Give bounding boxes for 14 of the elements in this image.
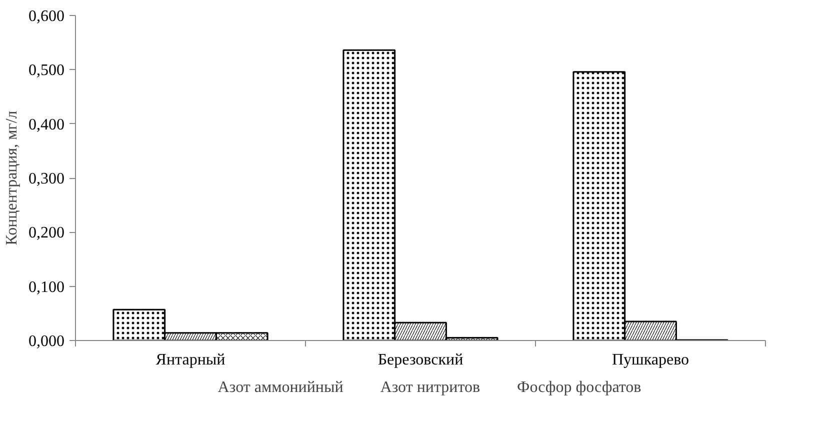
x-tick-label: Пушкарево xyxy=(612,352,690,368)
y-tick-label: 0,500 xyxy=(28,62,64,80)
x-tick-label: Березовский xyxy=(378,352,464,368)
y-tick-label: 0,300 xyxy=(28,170,64,188)
text: Азот аммонийный xyxy=(218,379,344,397)
y-tick-label: 0,100 xyxy=(28,278,64,296)
text: Азот нитритов xyxy=(380,379,480,397)
y-tick-label: 0,400 xyxy=(28,116,64,134)
x-tick-label: Янтарный xyxy=(156,352,226,368)
y-tick-label: 0,600 xyxy=(28,8,64,25)
y-tick-label: 0,200 xyxy=(28,224,64,242)
y-axis-title: Концентрация, мг/л xyxy=(4,110,20,246)
y-tick-label: 0,000 xyxy=(28,333,64,350)
text: Фосфор фосфатов xyxy=(517,379,642,397)
